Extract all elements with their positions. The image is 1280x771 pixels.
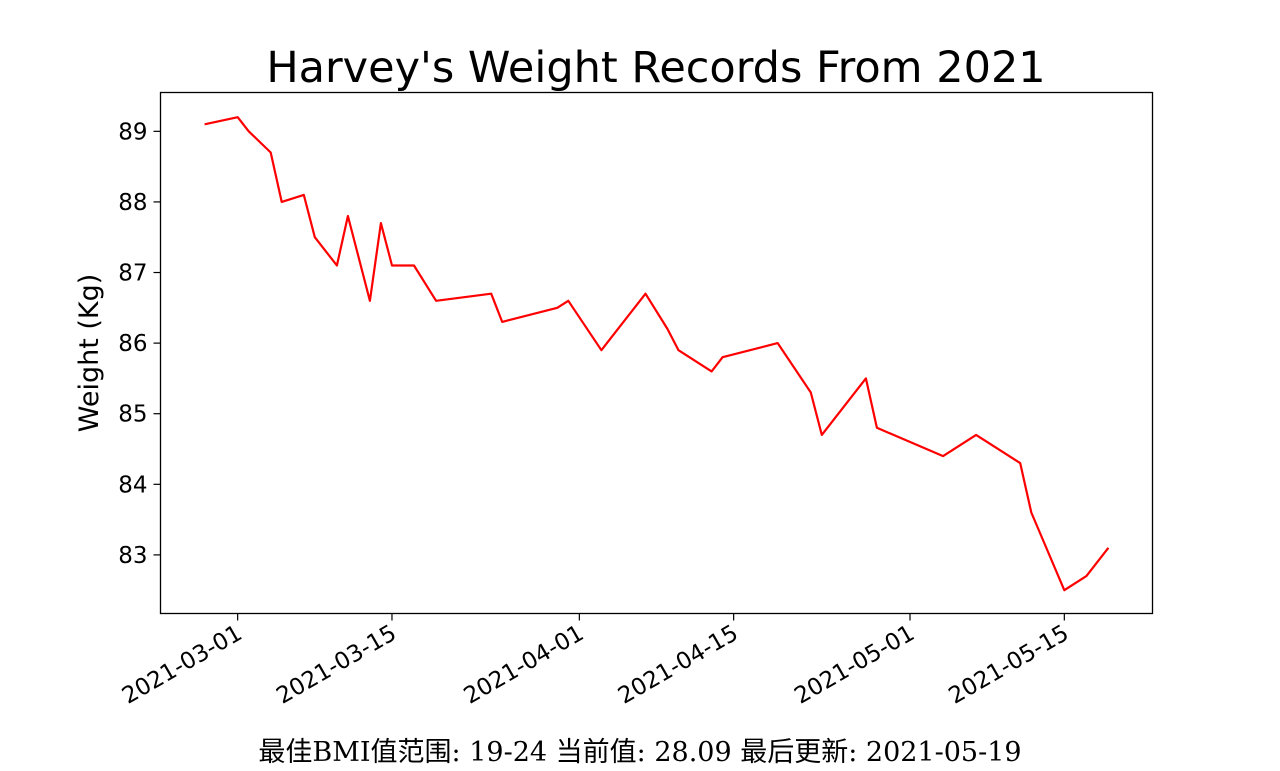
y-tick-label: 85 xyxy=(118,402,147,428)
x-tick-label: 2021-05-15 xyxy=(945,620,1074,709)
y-tick-label: 84 xyxy=(118,472,147,498)
chart-title: Harvey's Weight Records From 2021 xyxy=(266,43,1045,93)
weight-series-line xyxy=(204,116,1110,592)
y-axis-label: Weight (Kg) xyxy=(74,274,105,433)
y-tick-label: 89 xyxy=(118,119,147,145)
plot-frame xyxy=(159,91,1154,615)
y-tick-label: 87 xyxy=(118,261,147,287)
ticks-layer: 83 84 85 86 87 88 89 2021-03-01 2021-03-15 2021-0… xyxy=(118,119,1073,709)
x-tick-label: 2021-05-01 xyxy=(790,620,919,709)
weight-line-chart: Harvey's Weight Records From 2021 Weight… xyxy=(74,43,1154,710)
y-tick-label: 83 xyxy=(118,543,147,569)
x-tick-label: 2021-04-15 xyxy=(614,620,743,709)
series-layer xyxy=(204,116,1110,592)
x-tick-label: 2021-03-01 xyxy=(118,620,247,709)
y-tick-label: 86 xyxy=(118,331,147,357)
bmi-footer-note: 最佳BMI值范围: 19-24 当前值: 28.09 最后更新: 2021-05… xyxy=(258,737,1022,768)
y-tick-label: 88 xyxy=(118,190,147,216)
x-tick-label: 2021-04-01 xyxy=(460,620,589,709)
x-tick-label: 2021-03-15 xyxy=(272,620,401,709)
